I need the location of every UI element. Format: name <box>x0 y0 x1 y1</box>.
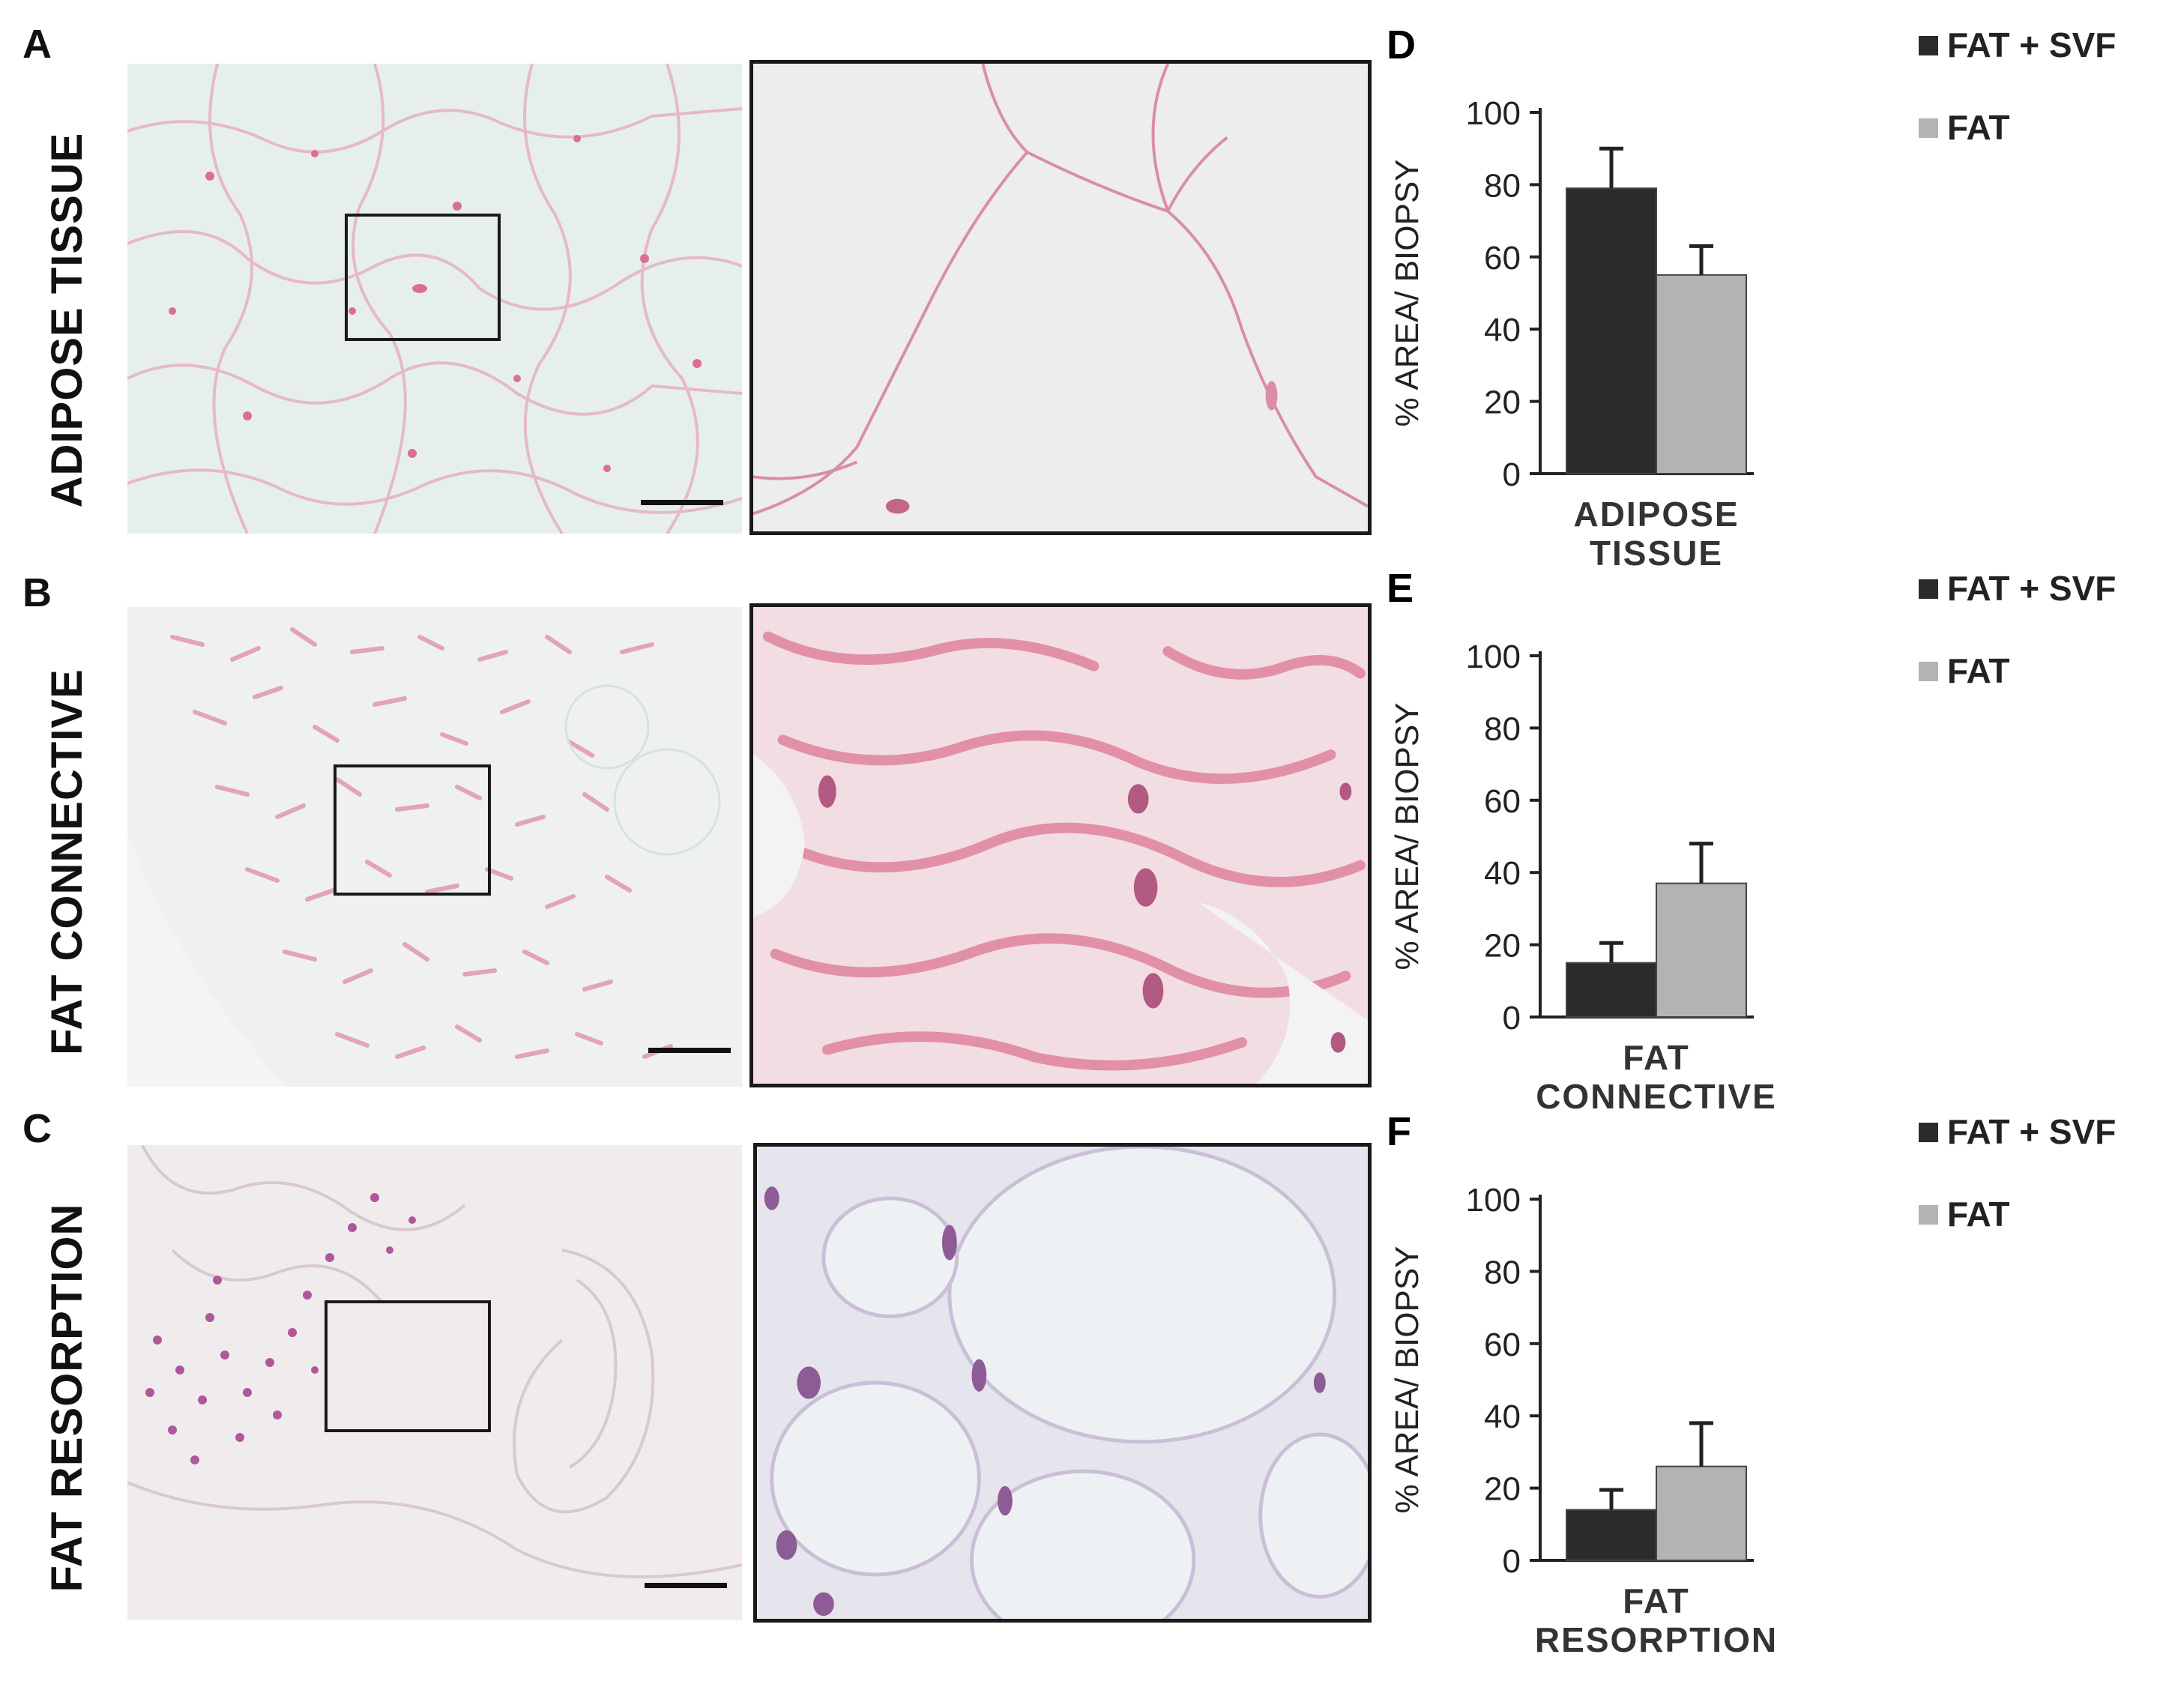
y-tick-label-e-5: 100 <box>1466 639 1521 675</box>
row-label-adipose-tissue: ADIPOSE TISSUE <box>43 132 91 508</box>
resorption-overview-image <box>127 1145 742 1620</box>
legend-label-d-1: FAT <box>1947 108 2009 147</box>
scale-bar-connective <box>648 1048 731 1053</box>
y-tick-label-f-2: 40 <box>1484 1398 1521 1435</box>
y-axis-label-f: % AREA/ BIOPSY <box>1389 1246 1426 1513</box>
category-label-d-1: TISSUE <box>1590 534 1723 573</box>
y-tick-label-d-1: 20 <box>1484 384 1521 421</box>
legend-swatch-d-1 <box>1919 118 1938 138</box>
bar-f-0 <box>1566 1509 1657 1562</box>
legend-label-e-1: FAT <box>1947 651 2009 690</box>
bar-f-1 <box>1656 1465 1747 1561</box>
panel-letter-b: B <box>22 570 52 615</box>
legend-label-f-0: FAT + SVF <box>1947 1112 2116 1151</box>
resorption-zoom-image <box>757 1147 1368 1619</box>
legend-swatch-d-0 <box>1919 36 1938 55</box>
bar-chart-d-svg: D 0 20 40 60 80 100 % AREA/ BIOPSY ADIPOSETISSUE… <box>1387 22 2116 573</box>
inset-box-connective <box>334 764 491 896</box>
panel-letter-d: D <box>1387 22 1416 67</box>
y-axis-label-e: % AREA/ BIOPSY <box>1389 702 1426 970</box>
row-label-fat-connective: FAT CONNECTIVE <box>43 669 91 1055</box>
legend-swatch-e-0 <box>1919 579 1938 599</box>
inset-box-adipose <box>345 214 501 341</box>
micrograph-connective-zoom <box>749 603 1372 1087</box>
scale-bar-resorption <box>645 1583 727 1588</box>
category-label-e-1: CONNECTIVE <box>1536 1077 1777 1116</box>
y-tick-label-d-5: 100 <box>1466 95 1521 132</box>
category-label-e-0: FAT <box>1623 1038 1689 1077</box>
connective-zoom-image <box>753 607 1368 1084</box>
legend-swatch-e-1 <box>1919 662 1938 681</box>
y-tick-label-d-4: 80 <box>1484 167 1521 204</box>
bar-d-1 <box>1656 274 1747 474</box>
legend-label-d-0: FAT + SVF <box>1947 25 2116 64</box>
legend-label-e-0: FAT + SVF <box>1947 569 2116 608</box>
y-tick-label-e-1: 20 <box>1484 928 1521 965</box>
bar-e-0 <box>1566 962 1657 1019</box>
panel-letter-f: F <box>1387 1109 1411 1154</box>
panel-letter-e: E <box>1387 566 1414 611</box>
y-tick-label-f-1: 20 <box>1484 1471 1521 1508</box>
y-tick-label-f-5: 100 <box>1466 1182 1521 1219</box>
bar-e-1 <box>1656 882 1747 1018</box>
micrograph-adipose-overview <box>127 64 742 534</box>
row-label-fat-resorption: FAT RESORPTION <box>43 1203 91 1593</box>
y-axis-label-d: % AREA/ BIOPSY <box>1389 159 1426 426</box>
inset-box-resorption <box>325 1300 491 1432</box>
category-label-f-0: FAT <box>1623 1581 1689 1620</box>
legend-swatch-f-0 <box>1919 1123 1938 1142</box>
micrograph-adipose-zoom <box>749 60 1372 535</box>
bar-chart-d: D 0 20 40 60 80 100 % AREA/ BIOPSY ADIPOSE TISSUE… <box>1379 15 2166 600</box>
y-tick-label-d-2: 40 <box>1484 312 1521 348</box>
y-tick-label-e-0: 0 <box>1503 1000 1521 1036</box>
y-tick-label-e-3: 60 <box>1484 783 1521 820</box>
panel-letter-a: A <box>22 22 52 67</box>
adipose-overview-image <box>127 64 742 534</box>
micrograph-resorption-zoom <box>753 1143 1372 1623</box>
category-label-d-0: ADIPOSE <box>1573 495 1739 534</box>
adipose-zoom-image <box>753 64 1368 531</box>
bar-chart-e: E 0 20 40 60 80 100% AREA/ BIOPSY FAT CONNECTIVE… <box>1379 558 2166 1143</box>
panel-letter-c: C <box>22 1106 52 1151</box>
micrograph-connective-overview <box>127 607 742 1087</box>
micrograph-resorption-overview <box>127 1145 742 1620</box>
legend-label-f-1: FAT <box>1947 1195 2009 1234</box>
y-tick-label-f-3: 60 <box>1484 1327 1521 1363</box>
bar-chart-f: F 0 20 40 60 80 100% AREA/ BIOPSY FAT RESORPTION… <box>1379 1102 2166 1686</box>
category-label-f-1: RESORPTION <box>1535 1620 1778 1659</box>
scale-bar-adipose <box>641 500 723 505</box>
y-tick-label-d-3: 60 <box>1484 240 1521 277</box>
y-tick-label-e-2: 40 <box>1484 855 1521 892</box>
legend-swatch-f-1 <box>1919 1205 1938 1225</box>
y-tick-label-f-4: 80 <box>1484 1254 1521 1291</box>
y-tick-label-e-4: 80 <box>1484 710 1521 747</box>
y-tick-label-d-0: 0 <box>1503 456 1521 493</box>
y-tick-label-f-0: 0 <box>1503 1543 1521 1580</box>
connective-overview-image <box>127 607 742 1087</box>
bar-d-0 <box>1566 187 1657 474</box>
